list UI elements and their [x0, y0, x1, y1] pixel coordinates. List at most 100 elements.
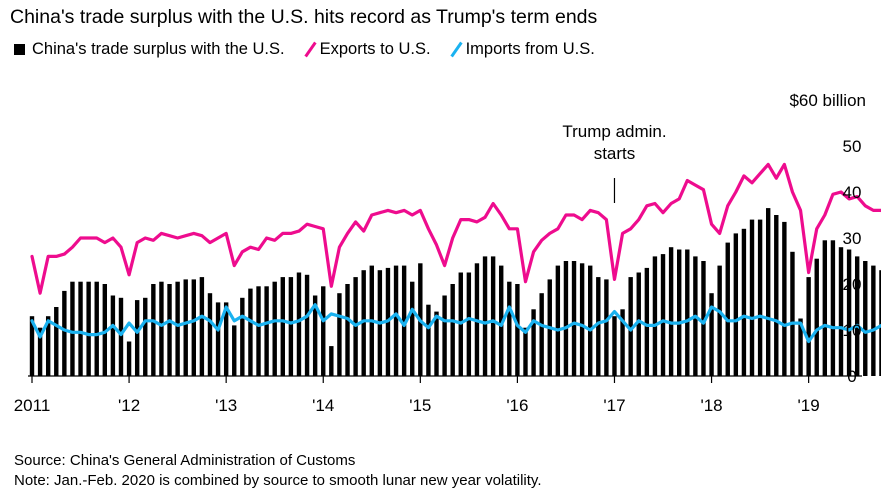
- surplus-bar: [393, 265, 399, 376]
- surplus-bar: [733, 233, 739, 376]
- surplus-bar: [822, 240, 828, 376]
- surplus-bar: [62, 290, 67, 376]
- surplus-bar: [806, 277, 811, 376]
- surplus-bar: [579, 263, 585, 376]
- surplus-bar: [337, 293, 342, 376]
- surplus-bar: [118, 297, 124, 376]
- y-tick-label: $60 billion: [789, 91, 866, 110]
- surplus-bar: [126, 341, 132, 376]
- surplus-bar: [814, 258, 819, 376]
- surplus-bar: [523, 327, 528, 376]
- surplus-bar: [660, 254, 666, 376]
- surplus-bar: [361, 270, 366, 376]
- x-tick-label: '14: [312, 396, 334, 415]
- legend-item-imports: Imports from U.S.: [449, 40, 595, 59]
- surplus-bar: [685, 249, 690, 376]
- surplus-bar: [879, 270, 881, 376]
- surplus-bar: [240, 297, 245, 376]
- y-tick-label: 10: [843, 321, 862, 340]
- surplus-bar: [102, 284, 108, 376]
- surplus-bar: [134, 300, 140, 376]
- surplus-bar: [207, 293, 213, 376]
- y-tick-label: 30: [843, 229, 862, 248]
- surplus-bar: [175, 281, 180, 376]
- legend-label-exports: Exports to U.S.: [319, 40, 431, 58]
- surplus-bar: [604, 279, 609, 376]
- surplus-bar: [757, 219, 763, 376]
- surplus-bar: [798, 318, 803, 376]
- y-tick-label: 0: [847, 367, 856, 386]
- surplus-bar: [288, 277, 294, 376]
- surplus-bar: [110, 295, 116, 376]
- legend-label-imports: Imports from U.S.: [465, 40, 595, 58]
- surplus-bar: [450, 284, 455, 376]
- y-tick-label: 50: [843, 137, 862, 156]
- surplus-bar: [668, 247, 674, 376]
- surplus-bar: [490, 256, 496, 376]
- surplus-bar: [749, 219, 755, 376]
- surplus-bar: [345, 284, 350, 376]
- surplus-bar: [717, 265, 722, 376]
- x-tick-label: '19: [798, 396, 820, 415]
- surplus-bar: [790, 251, 795, 376]
- surplus-bar: [725, 242, 730, 376]
- chart-title: China's trade surplus with the U.S. hits…: [10, 6, 598, 28]
- exports-line: [30, 162, 881, 295]
- source-note: Source: China's General Administration o…: [14, 452, 356, 469]
- surplus-bar: [280, 277, 285, 376]
- surplus-bar: [774, 215, 779, 376]
- surplus-bar: [272, 281, 277, 376]
- x-tick-label: '16: [506, 396, 528, 415]
- surplus-bar: [482, 256, 488, 376]
- x-tick-label: '15: [409, 396, 431, 415]
- surplus-bar: [296, 272, 302, 376]
- surplus-bar: [426, 304, 431, 376]
- surplus-bar: [442, 295, 447, 376]
- x-tick-label: '17: [603, 396, 625, 415]
- surplus-bar: [54, 307, 59, 376]
- surplus-bar: [765, 208, 771, 376]
- surplus-bar: [167, 284, 172, 376]
- surplus-bar: [94, 281, 99, 376]
- surplus-bar: [215, 302, 221, 376]
- surplus-bar: [596, 277, 601, 376]
- surplus-bar: [838, 247, 844, 376]
- y-tick-label: 20: [843, 275, 862, 294]
- surplus-bar: [151, 284, 156, 376]
- x-tick-label: 2011: [14, 396, 51, 415]
- surplus-bar: [701, 261, 706, 376]
- surplus-bar: [248, 288, 253, 376]
- surplus-bar: [563, 261, 569, 376]
- surplus-bar: [652, 256, 658, 376]
- surplus-bar: [321, 286, 326, 376]
- legend-label-surplus: China's trade surplus with the U.S.: [32, 40, 285, 58]
- surplus-bar: [871, 265, 876, 376]
- surplus-bar: [256, 286, 261, 376]
- surplus-bar: [507, 281, 512, 376]
- x-tick-label: '18: [700, 396, 722, 415]
- surplus-bar: [37, 327, 43, 376]
- surplus-bar: [143, 297, 148, 376]
- x-tick-label: '12: [118, 396, 140, 415]
- surplus-bar: [620, 309, 625, 376]
- footnote: Note: Jan.-Feb. 2020 is combined by sour…: [14, 472, 542, 489]
- surplus-bar: [846, 249, 852, 376]
- surplus-bar: [709, 293, 714, 376]
- surplus-bar: [628, 277, 633, 376]
- surplus-bar: [677, 249, 682, 376]
- surplus-bar: [434, 311, 439, 376]
- x-tick-label: '13: [215, 396, 237, 415]
- annotation-text: Trump admin.: [562, 122, 666, 141]
- surplus-bar: [410, 281, 415, 376]
- surplus-bar: [741, 228, 747, 376]
- surplus-bar: [863, 261, 868, 376]
- surplus-bar: [199, 277, 205, 376]
- surplus-bar: [539, 293, 544, 376]
- chart-legend: China's trade surplus with the U.S. Expo…: [14, 40, 615, 59]
- surplus-bar: [329, 346, 334, 376]
- surplus-bar: [854, 256, 860, 376]
- surplus-bar: [45, 316, 51, 376]
- surplus-bar: [782, 221, 787, 376]
- legend-swatch-surplus: [14, 44, 25, 55]
- surplus-bar: [191, 279, 196, 376]
